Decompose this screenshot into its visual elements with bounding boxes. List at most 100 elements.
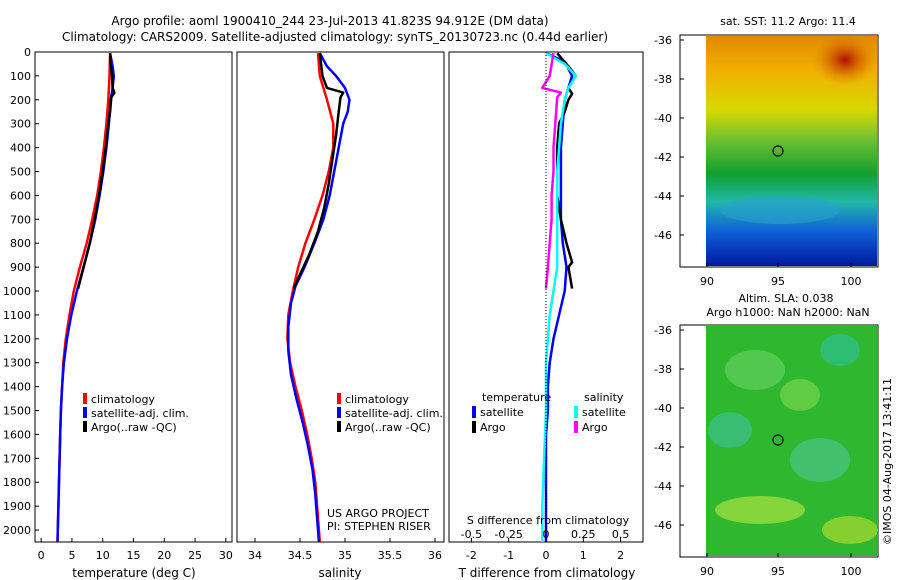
argo-position-marker xyxy=(772,145,784,157)
map-y-tick-label: -36 xyxy=(654,324,672,337)
map-y-tick-label: -44 xyxy=(654,190,672,203)
depth-tick-label: 500 xyxy=(10,166,31,179)
depth-tick-label: 200 xyxy=(10,94,31,107)
legend-swatch-argo xyxy=(83,421,87,432)
salinity-legend: climatology satellite-adj. clim. Argo(..… xyxy=(337,393,443,434)
temperature-legend: climatology satellite-adj. clim. Argo(..… xyxy=(83,393,189,434)
sst-map xyxy=(679,34,879,268)
legend-label-satellite: satellite-adj. clim. xyxy=(91,407,189,420)
map-x-tick-label: 95 xyxy=(771,275,785,288)
legend-label-argo: Argo(..raw -QC) xyxy=(91,421,177,434)
map-x-tick-label: 90 xyxy=(700,275,714,288)
map-y-tick-label: -46 xyxy=(654,519,672,532)
x-tick-label: 36 xyxy=(428,549,442,562)
x-tick-label: 35.5 xyxy=(378,549,403,562)
map-y-tick-label: -42 xyxy=(654,441,672,454)
map-y-tick-label: -40 xyxy=(654,402,672,415)
series-salinity-satellite xyxy=(541,52,578,542)
sla-patch xyxy=(708,412,752,448)
depth-tick-label: 300 xyxy=(10,118,31,131)
project-annotation: US ARGO PROJECT xyxy=(327,507,429,520)
sst-cool-patch xyxy=(720,196,840,224)
sla-patch xyxy=(820,334,860,366)
sla-patch xyxy=(725,350,785,390)
x-tick-label: 0 xyxy=(38,549,45,562)
legend-label-s-argo: Argo xyxy=(582,421,608,434)
depth-tick-label: 700 xyxy=(10,213,31,226)
x-tick-label: 34 xyxy=(248,549,262,562)
legend-label-t-argo: Argo xyxy=(480,421,506,434)
depth-tick-label: 2000 xyxy=(3,524,31,537)
depth-tick-label: 1000 xyxy=(3,285,31,298)
map-x-tick-label: 95 xyxy=(771,565,785,578)
s-tick-label: -0.25 xyxy=(494,528,522,541)
depth-tick-label: 100 xyxy=(10,70,31,83)
legend-title-salinity: salinity xyxy=(584,391,624,404)
x-tick-label: 25 xyxy=(188,549,202,562)
x-tick-label: 30 xyxy=(219,549,233,562)
depth-tick-label: 1900 xyxy=(3,500,31,513)
s-difference-ticks: -0.5 -0.25 0 0.25 0.5 xyxy=(461,528,630,541)
temperature-plot: 0 5 10 15 20 25 30 xyxy=(38,52,233,562)
pi-annotation: PI: STEPHEN RISER xyxy=(327,520,431,533)
depth-tick-label: 800 xyxy=(10,237,31,250)
legend-label-satellite: satellite-adj. clim. xyxy=(345,407,443,420)
x-tick-label: -2 xyxy=(466,549,477,562)
s-tick-label: -0.5 xyxy=(461,528,482,541)
series-satellite-adj-clim- xyxy=(287,52,351,543)
legend-label-climatology: climatology xyxy=(91,393,155,406)
sst-warm-patch xyxy=(813,34,877,86)
salinity-xlabel: salinity xyxy=(318,566,361,580)
temperature-panel-frame xyxy=(34,51,233,543)
salinity-panel-frame xyxy=(236,51,445,543)
depth-tick-label: 400 xyxy=(10,142,31,155)
x-tick-label: 1 xyxy=(580,549,587,562)
legend-swatch-climatology xyxy=(337,393,341,404)
depth-tick-label: 900 xyxy=(10,261,31,274)
legend-label-climatology: climatology xyxy=(345,393,409,406)
legend-swatch-climatology xyxy=(83,393,87,404)
depth-tick-label: 1800 xyxy=(3,476,31,489)
depth-tick-label: 1700 xyxy=(3,452,31,465)
map-y-tick-label: -38 xyxy=(654,363,672,376)
depth-tick-label: 600 xyxy=(10,189,31,202)
salinity-plot: 34 34.5 35 35.5 36 xyxy=(248,52,442,562)
legend-swatch-satellite xyxy=(83,407,87,418)
depth-tick-label: 1500 xyxy=(3,405,31,418)
title-line-2: Climatology: CARS2009. Satellite-adjuste… xyxy=(62,30,608,44)
sla-map xyxy=(679,324,879,558)
map-y-tick-label: -42 xyxy=(654,151,672,164)
map-y-tick-label: -44 xyxy=(654,480,672,493)
legend-label-argo: Argo(..raw -QC) xyxy=(345,421,431,434)
map-x-tick-label: 90 xyxy=(700,565,714,578)
map-x-tick-label: 100 xyxy=(841,565,862,578)
series-climatology xyxy=(286,53,335,543)
legend-swatch-s-argo xyxy=(574,421,578,433)
s-tick-label: 0.5 xyxy=(612,528,630,541)
depth-tick-label: 1400 xyxy=(3,381,31,394)
series-climatology xyxy=(56,53,112,543)
difference-legend: temperature salinity satellite Argo sate… xyxy=(472,391,626,434)
sla-map-axes: -36 -38 -40 -42 -44 -46 90 95 100 xyxy=(654,324,861,578)
s-difference-label: S difference from climatology xyxy=(467,514,630,527)
x-tick-label: 20 xyxy=(157,549,171,562)
depth-tick-label: 1100 xyxy=(3,309,31,322)
depth-tick-label: 1600 xyxy=(3,428,31,441)
legend-swatch-s-satellite xyxy=(574,406,578,418)
depth-tick-label: 1300 xyxy=(3,357,31,370)
x-tick-label: 35 xyxy=(338,549,352,562)
legend-swatch-t-satellite xyxy=(472,406,476,418)
map-y-tick-label: -40 xyxy=(654,112,672,125)
sst-map-title: sat. SST: 11.2 Argo: 11.4 xyxy=(720,15,856,28)
imos-credit: ©IMOS 04-Aug-2017 13:41:11 xyxy=(881,378,894,545)
title-line-1: Argo profile: aoml 1900410_244 23-Jul-20… xyxy=(111,14,548,28)
legend-label-t-satellite: satellite xyxy=(480,406,524,419)
x-tick-label: 10 xyxy=(96,549,110,562)
x-tick-label: -1 xyxy=(503,549,514,562)
x-tick-label: 15 xyxy=(127,549,141,562)
map-x-tick-label: 100 xyxy=(841,275,862,288)
map-y-tick-label: -46 xyxy=(654,229,672,242)
sla-patch xyxy=(790,438,850,482)
depth-axis: 0 100 200 300 400 500 600 700 800 900 1000 1100 1200… xyxy=(3,46,39,537)
